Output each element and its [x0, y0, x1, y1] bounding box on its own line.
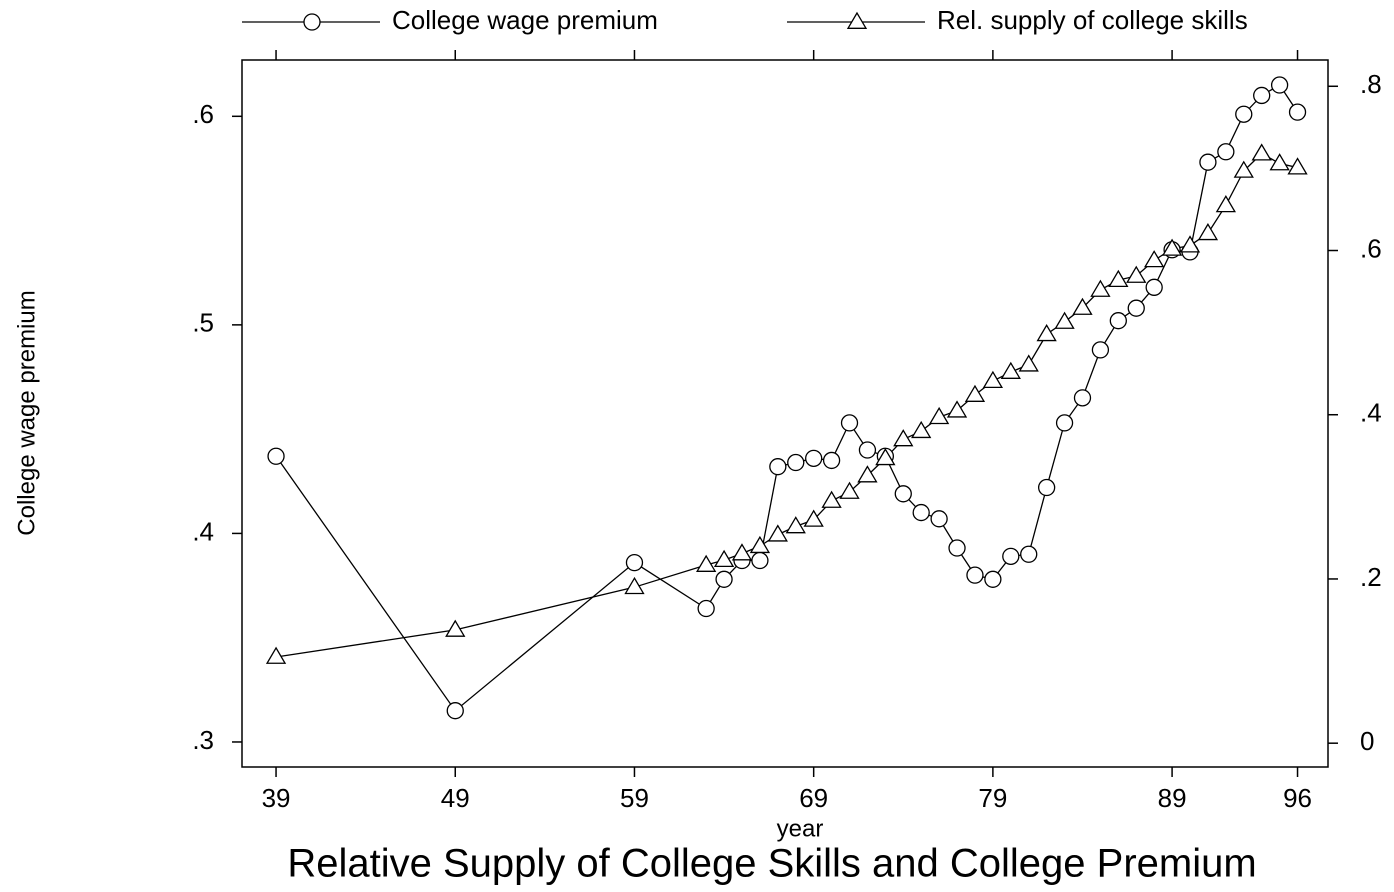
marker: [767, 524, 788, 542]
series-line: [275, 84, 1299, 712]
marker: [625, 553, 644, 572]
marker: [1179, 235, 1201, 253]
x-tick-label: 59: [620, 783, 649, 813]
plot-frame: [241, 59, 1329, 768]
y-tick-label: .3: [192, 725, 214, 755]
marker: [696, 554, 717, 572]
marker: [1215, 195, 1236, 213]
legend-label: Rel. supply of college skills: [937, 5, 1248, 35]
marker: [1109, 312, 1127, 330]
marker: [713, 549, 735, 568]
marker: [964, 384, 986, 402]
marker: [1217, 143, 1235, 161]
marker: [839, 481, 860, 499]
marker: [1288, 103, 1307, 121]
marker: [858, 441, 877, 459]
marker: [1235, 105, 1253, 123]
marker: [749, 535, 771, 554]
marker: [715, 570, 733, 588]
y-tick-label: .5: [192, 308, 214, 338]
marker: [966, 566, 984, 584]
marker: [893, 429, 914, 447]
marker: [1072, 297, 1093, 315]
marker: [857, 465, 878, 483]
marker: [1055, 414, 1074, 432]
marker: [911, 420, 932, 439]
legend-marker: [303, 13, 321, 31]
marker: [1054, 311, 1075, 329]
marker: [1090, 279, 1111, 297]
marker: [984, 570, 1002, 588]
marker: [446, 702, 464, 720]
marker: [1002, 547, 1020, 566]
marker: [731, 543, 753, 561]
marker: [1073, 389, 1092, 407]
marker: [445, 619, 466, 637]
marker: [697, 599, 715, 618]
marker: [1287, 157, 1308, 175]
marker: [821, 490, 842, 508]
x-tick-label: 39: [262, 783, 291, 813]
marker: [822, 451, 841, 470]
x-tick-label: 96: [1283, 783, 1312, 813]
marker: [267, 447, 285, 465]
marker: [1251, 143, 1272, 161]
marker: [1161, 238, 1183, 256]
marker: [1269, 153, 1290, 171]
marker: [769, 458, 787, 476]
marker: [982, 370, 1004, 389]
marker: [1197, 222, 1219, 241]
marker: [894, 485, 912, 503]
series-line: [275, 152, 1298, 658]
marker: [928, 406, 950, 425]
marker: [1000, 361, 1021, 379]
marker: [787, 453, 805, 472]
x-tick-label: 49: [441, 783, 470, 813]
y-axis-label: College wage premium: [13, 290, 40, 535]
marker: [1145, 278, 1163, 296]
marker: [624, 576, 645, 595]
marker: [1091, 341, 1110, 359]
marker: [751, 551, 769, 570]
marker: [1144, 250, 1165, 268]
marker: [1036, 323, 1057, 342]
marker: [912, 503, 930, 522]
x-tick-label: 79: [978, 783, 1007, 813]
marker: [785, 516, 806, 534]
marker: [946, 400, 968, 418]
marker: [1199, 153, 1217, 171]
marker: [1020, 545, 1038, 563]
y2-tick-label: .8: [1360, 69, 1382, 99]
marker: [1127, 299, 1145, 317]
marker: [1253, 86, 1271, 105]
chart-title: Relative Supply of College Skills and Co…: [287, 842, 1256, 886]
marker: [1126, 265, 1147, 283]
marker: [1037, 478, 1056, 497]
y2-tick-label: .2: [1360, 562, 1382, 592]
y2-tick-label: .4: [1360, 398, 1382, 428]
x-tick-label: 89: [1158, 783, 1187, 813]
marker: [1018, 354, 1039, 372]
marker: [805, 449, 823, 467]
marker: [1270, 76, 1289, 94]
marker: [840, 414, 859, 432]
marker: [1108, 269, 1129, 288]
marker: [803, 509, 824, 527]
legend-label: College wage premium: [392, 5, 658, 35]
y2-tick-label: .6: [1360, 233, 1382, 263]
y-tick-label: .6: [192, 99, 214, 129]
marker: [265, 646, 287, 664]
x-tick-label: 69: [799, 783, 828, 813]
marker: [948, 539, 966, 557]
legend-marker: [846, 11, 868, 29]
marker: [875, 447, 896, 466]
y-tick-label: .4: [192, 516, 214, 546]
x-axis-label: year: [777, 815, 824, 842]
y2-tick-label: 0: [1360, 726, 1374, 756]
marker: [930, 510, 948, 528]
marker: [1233, 160, 1254, 178]
